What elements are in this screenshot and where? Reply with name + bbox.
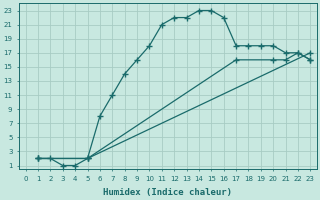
X-axis label: Humidex (Indice chaleur): Humidex (Indice chaleur) [103, 188, 232, 197]
